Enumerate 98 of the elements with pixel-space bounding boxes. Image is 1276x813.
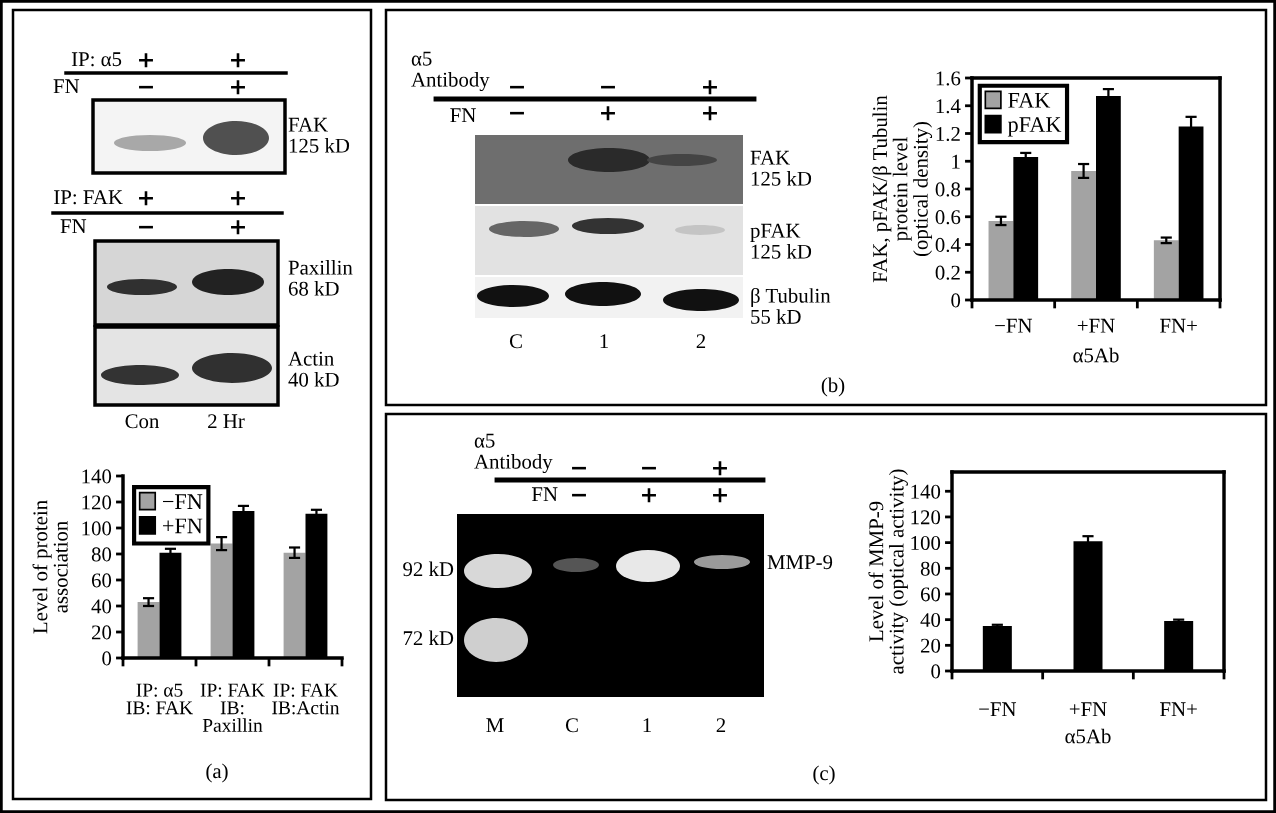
text: +: [713, 488, 727, 503]
y-tick-label: 140: [911, 484, 941, 499]
y-tick-label: 0.4: [935, 237, 961, 253]
text: (c): [813, 765, 835, 785]
text: −: [601, 85, 615, 89]
y-tick-label: 120: [911, 510, 941, 525]
text: FAK 125 kD: [750, 150, 812, 186]
text: Paxillin 68 kD: [288, 260, 353, 296]
text: 2: [696, 334, 706, 349]
text: FN: [53, 79, 80, 94]
text: α5 Antibody: [474, 433, 553, 474]
y-tick-label: 60: [920, 587, 941, 602]
y-tick-label: 1: [952, 154, 960, 169]
y-tick-label: 100: [82, 521, 112, 536]
y-tick-label: 40: [920, 613, 941, 628]
text: α5 Antibody: [411, 51, 490, 92]
text: (a): [206, 763, 228, 783]
y-axis-title: FAK, pFAK/β Tubulin protein level (optical density): [872, 95, 933, 283]
y-tick-label: 80: [920, 561, 941, 576]
x-tick-label: −FN: [979, 702, 1017, 717]
text: +: [231, 191, 245, 206]
y-tick-label: 40: [91, 599, 112, 614]
y-axis-title: Level of protein association: [32, 500, 68, 634]
text: −: [572, 466, 586, 470]
y-tick-label: 0: [102, 651, 112, 666]
y-tick-label: 20: [920, 638, 941, 653]
text: 1: [643, 718, 651, 733]
bar: [1153, 240, 1179, 300]
y-tick-label: 1.2: [936, 126, 960, 142]
y-tick-label: 140: [82, 469, 112, 484]
text: FN: [60, 219, 87, 234]
x-tick-label: FN+: [1160, 318, 1197, 333]
y-tick-label: 0.6: [935, 210, 961, 225]
y-tick-label: 0.2: [935, 265, 960, 280]
text: +: [139, 191, 153, 206]
text: 1: [600, 334, 608, 349]
text: 72 kD: [403, 630, 454, 646]
legend-label: pFAK: [1007, 117, 1062, 137]
y-tick-label: 0: [931, 664, 941, 679]
bar: [210, 543, 233, 658]
text: M: [486, 718, 504, 733]
text: MMP-9: [767, 555, 833, 570]
text: FAK 125 kD: [288, 117, 350, 153]
text: Actin 40 kD: [288, 351, 339, 387]
x-tick-label: −FN: [995, 318, 1033, 333]
text: −: [510, 85, 524, 89]
x-axis-title: α5Ab: [1065, 728, 1111, 744]
text: +: [642, 488, 656, 503]
x-tick-label: IP: FAK IB:Actin: [272, 683, 340, 715]
legend-label: +FN: [163, 518, 203, 534]
x-tick-label: +FN: [1069, 702, 1107, 717]
legend-label: −FN: [163, 494, 203, 509]
x-tick-label: +FN: [1077, 318, 1115, 333]
x-tick-label: IP: FAK IB: Paxillin: [200, 683, 265, 732]
text: C: [565, 718, 578, 733]
y-tick-label: 120: [82, 495, 112, 510]
y-tick-label: 100: [911, 535, 941, 551]
bar: [283, 552, 306, 658]
text: Con: [125, 414, 160, 429]
text: +: [713, 461, 727, 476]
text: 92 kD: [403, 561, 454, 577]
y-tick-label: 20: [91, 625, 112, 640]
bar: [137, 602, 160, 658]
y-tick-label: 80: [91, 547, 112, 562]
text: FN: [531, 487, 558, 502]
text: +: [139, 53, 153, 68]
y-tick-label: 0.8: [935, 182, 961, 197]
text: FN: [450, 108, 476, 123]
x-tick-label: FN+: [1160, 702, 1197, 717]
text: +: [231, 53, 245, 68]
text: C: [509, 334, 522, 349]
text: IP: FAK: [54, 190, 123, 205]
text: −: [139, 225, 153, 229]
legend-label: FAK: [1008, 92, 1051, 108]
text: +: [231, 80, 245, 95]
bar: [988, 220, 1014, 300]
text: +: [703, 106, 717, 121]
text: −: [139, 85, 153, 89]
text: −: [572, 493, 586, 497]
x-axis-title: α5Ab: [1073, 347, 1119, 363]
text: 2: [716, 718, 726, 733]
y-tick-label: 0: [951, 293, 961, 308]
text: IP: α5: [71, 52, 122, 67]
text: pFAK 125 kD: [750, 223, 812, 259]
y-axis-title: Level of MMP-9 activity (optical activity): [868, 469, 908, 674]
text: +: [601, 106, 615, 121]
text: β Tubulin 55 kD: [751, 287, 831, 324]
y-tick-label: 60: [91, 573, 112, 588]
y-tick-label: 1.4: [936, 99, 961, 114]
text: +: [703, 80, 717, 95]
bar: [1071, 170, 1096, 300]
text: −: [642, 466, 656, 470]
text: 2 Hr: [208, 414, 245, 429]
text: (b): [821, 377, 845, 397]
x-tick-label: IP: α5 IB: FAK: [126, 683, 193, 715]
text: +: [231, 220, 245, 235]
y-tick-label: 1.6: [936, 71, 961, 86]
text: −: [510, 111, 524, 115]
